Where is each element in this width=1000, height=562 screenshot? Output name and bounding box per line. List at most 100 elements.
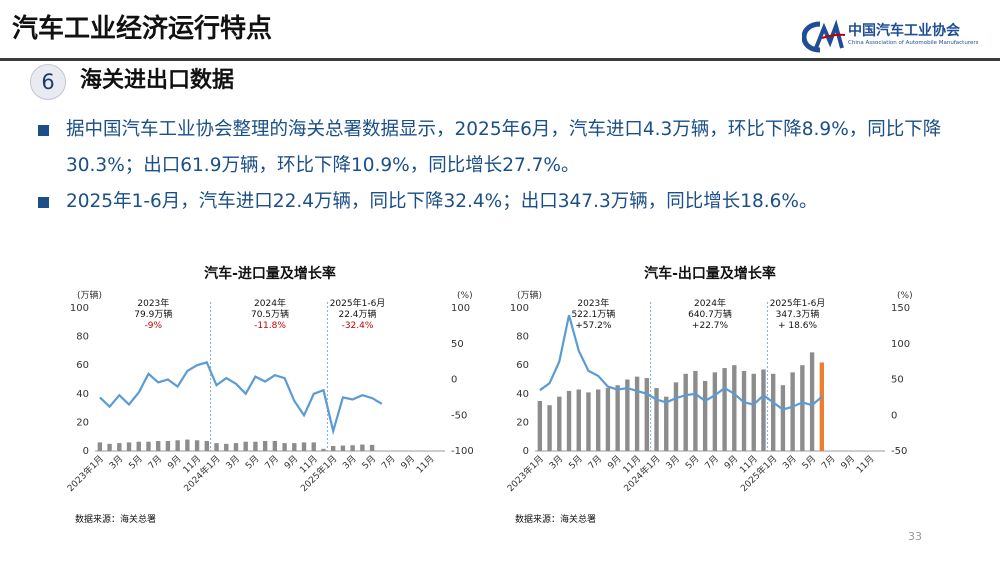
export-chart-svg: 汽车-出口量及增长率 (万辆) (%) 0 20 40 60 80 100 -50 0 50 100 15…: [505, 265, 913, 525]
export-right-tick-label: 50: [891, 375, 904, 386]
import-x-tick-label: 3月: [341, 453, 359, 471]
import-right-tick-label: 50: [451, 339, 464, 350]
import-x-tick-label: 7月: [263, 453, 281, 471]
import-bar: [175, 440, 180, 451]
import-right-unit: (%): [457, 291, 473, 301]
export-bar: [644, 378, 649, 451]
import-x-tick-label: 7月: [146, 453, 164, 471]
export-bar: [693, 370, 698, 451]
export-right-tick-label: 0: [891, 410, 897, 421]
import-period-year: 2023年: [137, 297, 169, 309]
export-period-growth: +57.2%: [575, 321, 612, 331]
bullet-text: 2025年1-6月，汽车进口22.4万辆，同比下降32.4%；出口347.3万辆…: [66, 191, 818, 212]
export-period-total: 640.7万辆: [688, 308, 732, 320]
export-bar: [605, 388, 611, 451]
export-right-tick-label: 100: [891, 339, 910, 350]
export-chart-title: 汽车-出口量及增长率: [644, 265, 776, 282]
import-bar: [97, 442, 103, 451]
logo-en-text: China Association of Automobile Manufact…: [848, 40, 979, 46]
import-growth-line: [99, 360, 383, 436]
import-period-growth: -9%: [145, 321, 163, 331]
import-bar: [165, 440, 171, 451]
export-period-year: 2024年: [694, 297, 726, 309]
import-left-tick-label: 100: [70, 303, 89, 314]
import-bar: [253, 441, 258, 451]
import-period-growth: -32.4%: [342, 321, 374, 331]
page-number: 33: [908, 530, 922, 543]
import-bar: [301, 442, 307, 451]
export-x-tick-label: 7月: [819, 453, 837, 471]
export-period-total: 347.3万辆: [776, 308, 820, 320]
import-bar: [360, 444, 365, 451]
export-bar: [596, 389, 601, 451]
export-period-year: 2023年: [577, 297, 609, 309]
import-bar: [340, 445, 346, 451]
import-bar: [331, 445, 336, 451]
import-left-tick-label: 0: [83, 446, 89, 457]
export-left-tick-label: 60: [516, 360, 529, 371]
export-bar: [712, 372, 718, 451]
export-left-tick-label: 40: [516, 389, 529, 400]
export-left-tick-label: 80: [516, 332, 529, 343]
import-chart-title: 汽车-进口量及增长率: [204, 265, 336, 282]
bullet-item: 2025年1-6月，汽车进口22.4万辆，同比下降32.4%；出口347.3万辆…: [38, 184, 993, 220]
export-left-tick-label: 20: [516, 417, 529, 428]
import-period-total: 79.9万辆: [134, 308, 172, 320]
export-left-unit: (万辆): [517, 289, 542, 301]
export-bar: [654, 388, 659, 451]
bullet-square-icon: [38, 125, 49, 136]
import-period-growth: -11.8%: [254, 321, 286, 331]
export-bar: [664, 396, 669, 451]
import-x-tick-label: 11月: [414, 453, 436, 475]
import-bar: [136, 441, 141, 451]
import-bar: [126, 442, 132, 451]
import-bar: [233, 443, 239, 451]
bullet-square-icon: [38, 197, 49, 208]
import-bar: [272, 440, 278, 451]
import-bar: [369, 444, 375, 451]
export-period-growth: +22.7%: [692, 321, 729, 331]
import-x-tick-label: 5月: [127, 453, 145, 471]
export-source-note: 数据来源：海关总署: [515, 513, 596, 525]
import-bar: [204, 440, 209, 451]
export-x-tick-label: 2023年1月: [505, 453, 546, 494]
export-bar: [819, 362, 824, 451]
caam-logo-icon: [802, 19, 846, 53]
import-bar: [243, 441, 248, 451]
export-x-tick-label: 7月: [703, 453, 721, 471]
import-bar: [185, 439, 190, 451]
import-x-tick-label: 7月: [379, 453, 397, 471]
header-divider: [0, 58, 1000, 61]
export-bar: [751, 373, 756, 451]
import-left-tick-label: 20: [76, 417, 89, 428]
export-bar: [547, 405, 552, 451]
import-bar: [194, 440, 200, 451]
export-bar: [741, 370, 747, 451]
import-x-tick-label: 3月: [224, 453, 242, 471]
import-bar: [214, 443, 219, 451]
export-bar: [771, 373, 776, 451]
bullet-item: 据中国汽车工业协会整理的海关总署数据显示，2025年6月，汽车进口4.3万辆，环…: [38, 112, 993, 184]
export-right-unit: (%): [897, 291, 913, 301]
import-x-tick-label: 5月: [243, 453, 261, 471]
import-x-tick-label: 3月: [107, 453, 125, 471]
export-x-tick-label: 3月: [664, 453, 682, 471]
export-bar: [722, 368, 727, 451]
import-bar: [292, 443, 297, 451]
export-bar: [537, 400, 543, 451]
import-period-year: 2025年1-6月: [330, 297, 386, 309]
export-period-growth: + 18.6%: [778, 321, 817, 331]
import-right-tick-label: -50: [451, 410, 467, 421]
export-period-year: 2025年1-6月: [770, 297, 826, 309]
section-title: 海关进出口数据: [80, 68, 235, 93]
export-bar: [634, 376, 640, 451]
import-bar: [350, 445, 355, 451]
export-x-tick-label: 5月: [567, 453, 585, 471]
import-period-total: 22.4万辆: [338, 308, 376, 320]
import-chart-svg: 汽车-进口量及增长率 (万辆) (%) 0 20 40 60 80 100 -100 -50 0 50 1…: [65, 265, 474, 525]
logo-cn-text: 中国汽车工业协会: [848, 23, 960, 39]
caam-logo: 中国汽车工业协会 China Association of Automobile…: [802, 18, 978, 54]
import-left-tick-label: 40: [76, 389, 89, 400]
import-bar: [107, 443, 112, 451]
import-left-tick-label: 80: [76, 332, 89, 343]
